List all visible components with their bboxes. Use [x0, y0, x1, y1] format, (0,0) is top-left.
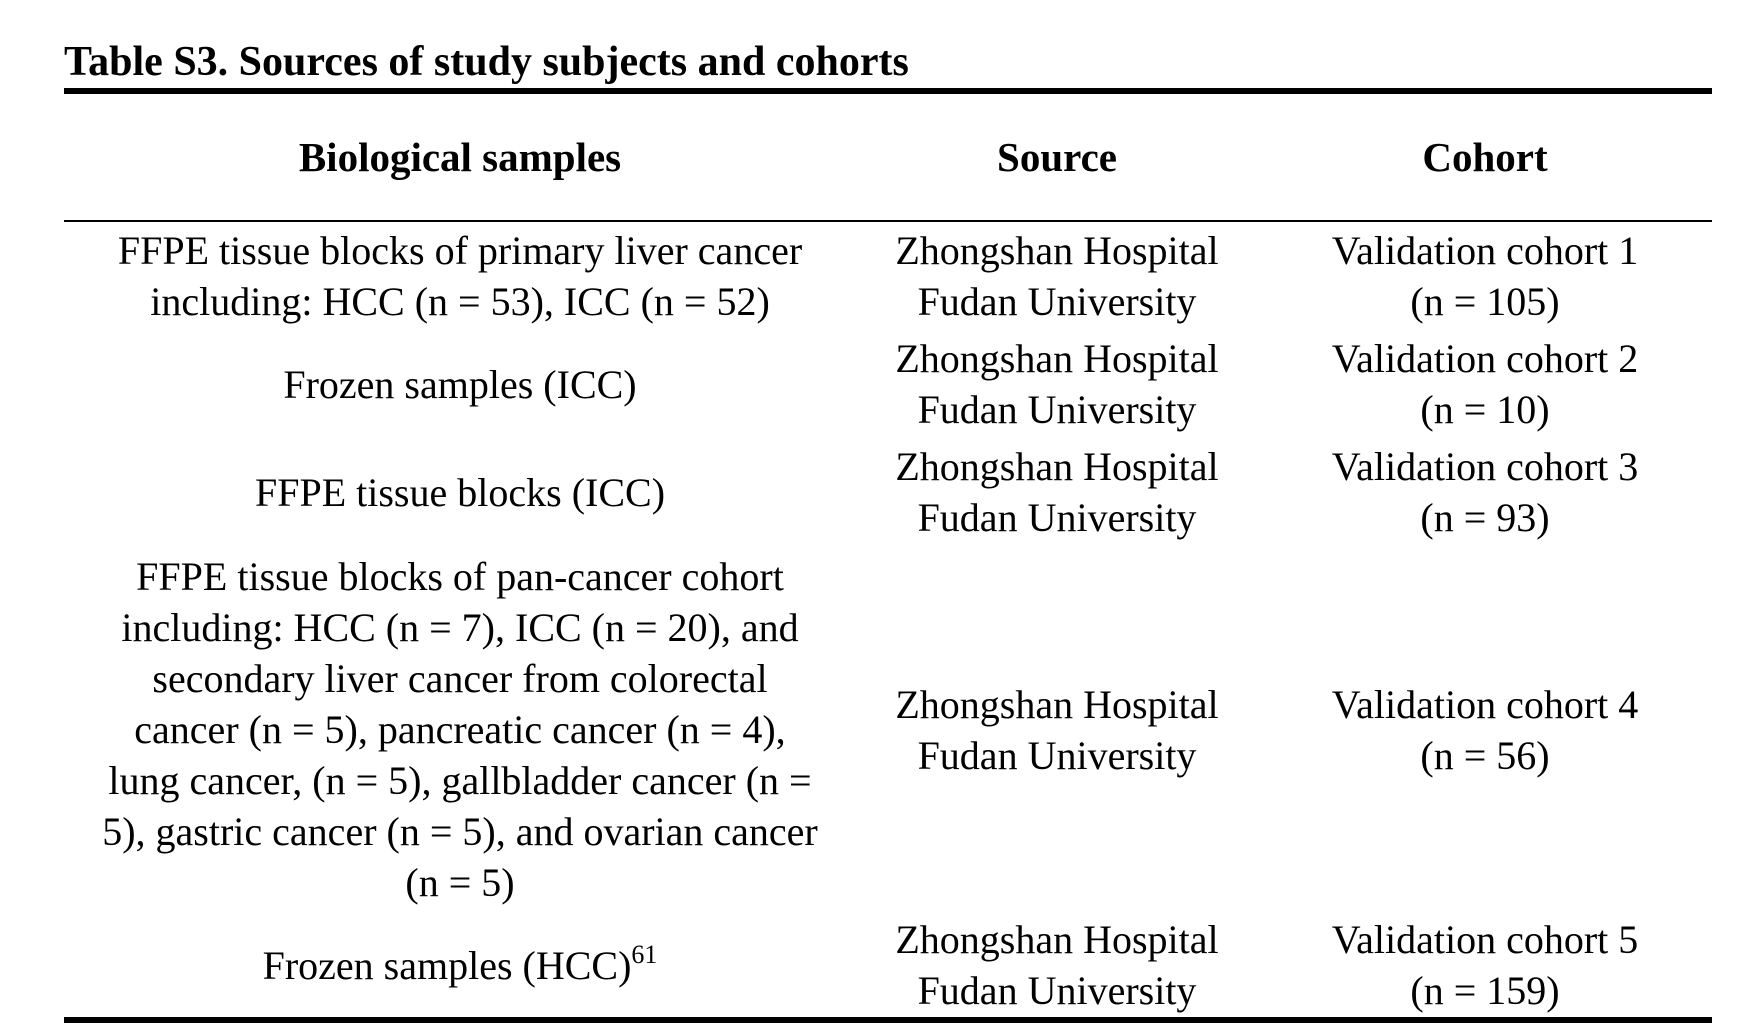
- source-cell: Zhongshan Hospital Fudan University: [895, 681, 1219, 778]
- header-source: Source: [997, 133, 1117, 180]
- table-header-row: Biological samples Source Cohort: [64, 94, 1712, 220]
- header-cohort: Cohort: [1422, 133, 1548, 180]
- table-caption: Table S3. Sources of study subjects and …: [64, 39, 909, 85]
- source-cell: Zhongshan Hospital Fudan University: [895, 228, 1219, 324]
- source-cell: Zhongshan Hospital Fudan University: [895, 444, 1219, 540]
- samples-cell: FFPE tissue blocks (ICC): [254, 469, 666, 515]
- samples-cell: Frozen samples (HCC)61: [64, 940, 856, 991]
- table-row: FFPE tissue blocks of pan-cancer cohort …: [64, 546, 1712, 913]
- header-biological-samples: Biological samples: [298, 133, 622, 180]
- table-row: Frozen samples (HCC)61 Zhongshan Hospita…: [64, 913, 1712, 1017]
- supplementary-table: Table S3. Sources of study subjects and …: [64, 36, 1712, 1023]
- table-top-rule: [64, 88, 1712, 94]
- cohort-cell: Validation cohort 3 (n = 93): [1331, 444, 1639, 540]
- table-row: FFPE tissue blocks of primary liver canc…: [64, 222, 1712, 330]
- samples-cell: FFPE tissue blocks of primary liver canc…: [117, 228, 803, 324]
- cohort-cell: Validation cohort 4 (n = 56): [1331, 681, 1639, 778]
- source-cell: Zhongshan Hospital Fudan University: [895, 917, 1219, 1013]
- cohort-cell: Validation cohort 1 (n = 105): [1331, 228, 1639, 324]
- source-cell: Zhongshan Hospital Fudan University: [895, 336, 1219, 432]
- citation-superscript: 61: [631, 939, 658, 969]
- cohort-cell: Validation cohort 2 (n = 10): [1331, 336, 1639, 432]
- samples-cell: FFPE tissue blocks of pan-cancer cohort …: [102, 554, 818, 905]
- table-bottom-rule: [64, 1017, 1712, 1023]
- table-header-rule: [64, 220, 1712, 222]
- samples-cell: Frozen samples (ICC): [283, 361, 637, 407]
- table-row: Frozen samples (ICC) Zhongshan Hospital …: [64, 330, 1712, 438]
- samples-text: Frozen samples (HCC): [262, 942, 632, 988]
- table-row: FFPE tissue blocks (ICC) Zhongshan Hospi…: [64, 438, 1712, 546]
- cohort-cell: Validation cohort 5 (n = 159): [1331, 917, 1639, 1013]
